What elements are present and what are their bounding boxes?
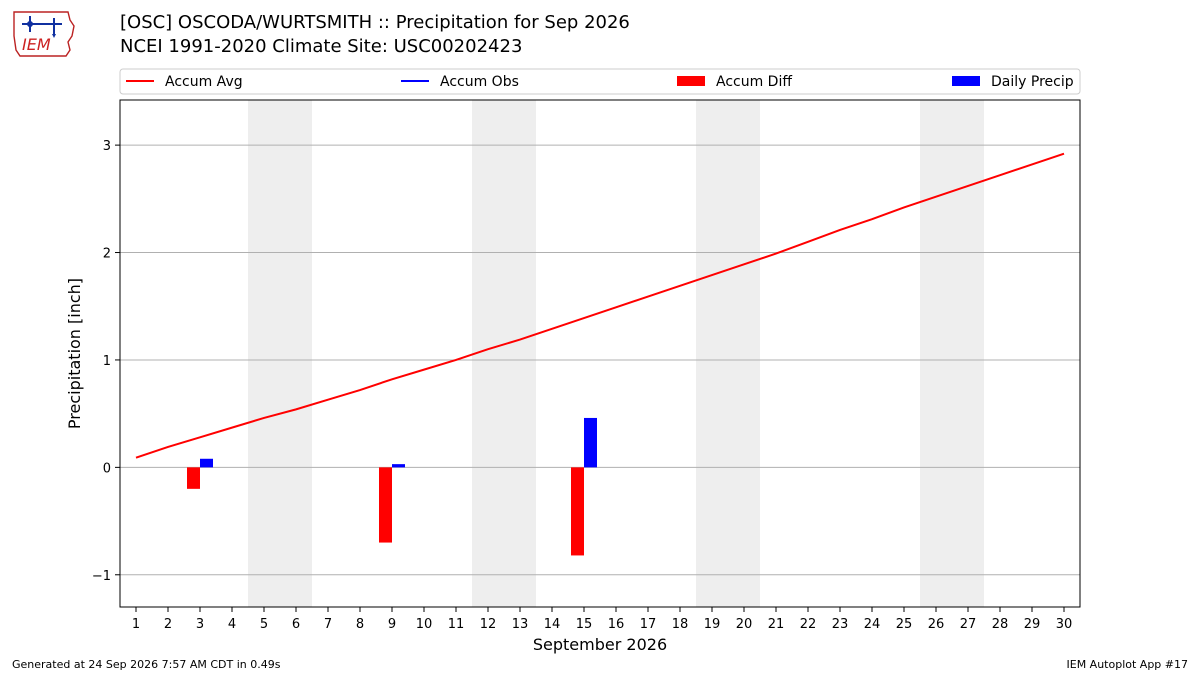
- x-tick-label: 6: [292, 617, 300, 632]
- x-tick-label: 16: [608, 617, 625, 632]
- svg-text:IEM: IEM: [22, 35, 51, 54]
- y-tick-label: 2: [103, 247, 111, 262]
- legend-daily-precip-label: Daily Precip: [991, 74, 1074, 90]
- x-tick-label: 24: [864, 617, 881, 632]
- x-tick-label: 15: [576, 617, 593, 632]
- x-tick-label: 10: [416, 617, 433, 632]
- x-tick-label: 21: [768, 617, 785, 632]
- legend-accum-obs-label: Accum Obs: [440, 74, 519, 90]
- chart-title: [OSC] OSCODA/WURTSMITH :: Precipitation …: [120, 12, 630, 33]
- x-tick-label: 26: [928, 617, 945, 632]
- y-axis-label: Precipitation [inch]: [65, 278, 84, 429]
- weekend-shade-band: [728, 100, 760, 607]
- y-tick-label: 0: [103, 461, 111, 476]
- x-tick-label: 23: [832, 617, 849, 632]
- weekend-shade-band: [920, 100, 952, 607]
- x-tick-label: 20: [736, 617, 753, 632]
- daily-precip-bar: [584, 417, 597, 468]
- x-tick-label: 18: [672, 617, 689, 632]
- weekend-shade-band: [248, 100, 280, 607]
- x-tick-label: 5: [260, 617, 268, 632]
- x-tick-label: 30: [1056, 617, 1073, 632]
- app-id-label: IEM Autoplot App #17: [1066, 658, 1189, 671]
- x-tick-label: 25: [896, 617, 913, 632]
- x-tick-label: 14: [544, 617, 561, 632]
- x-axis-label: September 2026: [533, 635, 667, 654]
- y-tick-label: 1: [103, 354, 111, 369]
- generated-timestamp: Generated at 24 Sep 2026 7:57 AM CDT in …: [12, 658, 281, 671]
- x-tick-label: 28: [992, 617, 1009, 632]
- legend-accum-diff-swatch: [677, 76, 705, 86]
- legend-accum-diff-label: Accum Diff: [716, 74, 792, 90]
- x-tick-label: 1: [132, 617, 140, 632]
- chart-subtitle: NCEI 1991-2020 Climate Site: USC00202423: [120, 36, 523, 57]
- daily-precip-bar: [200, 458, 213, 468]
- y-tick-label: −1: [92, 569, 111, 584]
- x-tick-label: 3: [196, 617, 204, 632]
- x-tick-label: 29: [1024, 617, 1041, 632]
- accum-avg-line: [135, 152, 1065, 459]
- daily-precip-bar: [392, 464, 405, 468]
- accum-diff-bar: [187, 467, 200, 489]
- x-tick-label: 4: [228, 617, 236, 632]
- legend-box: [119, 68, 1081, 95]
- legend-accum-avg-label: Accum Avg: [165, 74, 243, 90]
- x-tick-label: 7: [324, 617, 332, 632]
- y-tick-label: 3: [103, 139, 111, 154]
- weekend-shade-band: [280, 100, 312, 607]
- x-tick-label: 9: [388, 617, 396, 632]
- plot-frame: [119, 99, 1081, 608]
- x-tick-label: 22: [800, 617, 817, 632]
- legend-daily-precip-swatch: [952, 76, 980, 86]
- x-tick-label: 2: [164, 617, 172, 632]
- accum-diff-bar: [379, 467, 392, 543]
- accum-diff-bar: [571, 467, 584, 556]
- x-tick-label: 27: [960, 617, 977, 632]
- weekend-shade-band: [504, 100, 536, 607]
- x-tick-label: 12: [480, 617, 497, 632]
- x-tick-label: 8: [356, 617, 364, 632]
- x-tick-label: 11: [448, 617, 465, 632]
- iem-logo: IEM: [8, 6, 80, 62]
- x-tick-label: 19: [704, 617, 721, 632]
- weekend-shade-band: [696, 100, 728, 607]
- x-tick-label: 13: [512, 617, 529, 632]
- x-tick-label: 17: [640, 617, 657, 632]
- weekend-shade-band: [952, 100, 984, 607]
